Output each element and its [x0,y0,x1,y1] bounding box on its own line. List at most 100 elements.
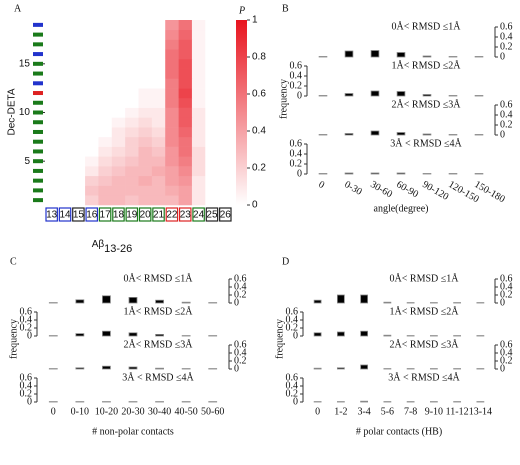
heat-cell [71,58,86,69]
heat-cell [178,58,193,69]
y-tick-label: 0.2 [20,388,33,399]
heat-cell [125,166,139,177]
heat-cell [125,146,139,157]
heat-cell [205,39,219,50]
heat-cell [85,107,99,118]
heat-cell [151,117,166,128]
heat-cell [151,20,166,31]
heat-cell [45,185,59,196]
heat-cell [111,136,126,147]
heat-cell [45,107,59,118]
heat-cell [165,68,179,79]
bar [313,299,322,304]
row-marker [33,81,43,86]
y-tick-label: 0.2 [500,355,513,366]
row-marker [33,159,43,164]
x-axis-title: angle(degree) [374,203,429,214]
heat-cell [71,20,86,31]
subplot-label: 0Å< RMSD ≤1Å [124,272,194,284]
y-tick-label: 0.2 [500,289,513,300]
heat-cell [111,107,126,118]
residue-box [152,207,165,222]
heat-cell [125,29,139,40]
heat-cell [45,88,59,99]
heat-cell [98,29,113,40]
x-tick-label: 0-30 [342,179,363,198]
heat-cell [178,195,193,206]
heat-cell [98,78,113,89]
heat-cell [205,185,219,196]
heat-cell [218,88,233,99]
heat-cell [151,39,166,50]
y-tick-label: 0 [500,363,505,374]
x-tick-label: 30-40 [148,406,171,417]
heat-cell [85,39,99,50]
heat-cell [111,166,126,177]
heat-cell [45,49,59,60]
y-tick-label: 0 [500,297,505,308]
heat-cell [205,156,219,167]
heat-cell [218,175,233,186]
heat-cell [58,49,73,60]
bar [102,330,111,337]
heat-cell [111,88,126,99]
x-tick-label: 17 [100,210,112,221]
y-axis-title: frequency [8,319,19,359]
heat-cell [205,107,219,118]
y-tick-label: 0.6 [234,339,247,350]
heat-cell [71,185,86,196]
row-marker [33,22,43,27]
residue-box [98,207,112,222]
heat-cell [58,117,73,128]
x-tick-label: 14 [59,210,71,221]
y-tick-label: 0.4 [500,31,513,42]
x-tick-label: 10-20 [95,406,118,417]
heat-cell [125,78,139,89]
heat-cell [151,146,166,157]
heat-cell [111,97,126,108]
heat-cell [58,127,73,138]
bar [448,134,458,136]
heat-cell [138,156,153,167]
colorbar-tick-label: 0.4 [252,126,266,137]
y-tick-label: 0.6 [286,372,299,383]
heat-cell [45,78,59,89]
row-marker [33,91,43,96]
heat-cell [111,146,126,157]
heat-cell [85,20,99,31]
y-tick-label: 0.6 [20,372,33,383]
bar [336,367,345,370]
heat-cell [191,175,206,186]
bar [370,50,380,58]
heat-cell [85,29,99,40]
bar [448,56,458,58]
heat-cell [45,97,59,108]
bar [128,366,138,370]
heat-cell [125,49,139,60]
subplot-label: 0Å< RMSD ≤1Å [392,20,462,32]
heat-cell [218,117,233,128]
heat-cell [98,58,113,69]
heat-cell [178,175,193,186]
heat-cell [125,156,139,167]
x-tick-label: 30-60 [368,179,394,200]
heat-cell [191,185,206,196]
heat-cell [45,195,59,206]
subplot-label: 1Å< RMSD ≤2Å [390,305,460,317]
x-tick-label: 24 [193,210,205,221]
panel-label: D [282,256,289,267]
heat-cell [165,39,179,50]
y-tick-label: 0.2 [20,322,33,333]
heat-cell [191,117,206,128]
bar [155,333,164,337]
heat-cell [151,68,166,79]
heat-cell [205,166,219,177]
heat-cell [98,39,113,50]
heat-cell [45,39,59,50]
heat-cell [58,195,73,206]
heat-cell [111,68,126,79]
x-tick-label: 1-2 [334,406,347,417]
y-tick-label: 0.4 [286,380,299,391]
heat-cell [138,88,153,99]
